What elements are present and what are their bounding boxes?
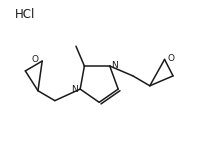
Text: N: N bbox=[72, 85, 78, 94]
Text: HCl: HCl bbox=[15, 8, 35, 21]
Text: N: N bbox=[112, 61, 118, 70]
Text: O: O bbox=[167, 54, 174, 63]
Text: O: O bbox=[32, 55, 39, 64]
